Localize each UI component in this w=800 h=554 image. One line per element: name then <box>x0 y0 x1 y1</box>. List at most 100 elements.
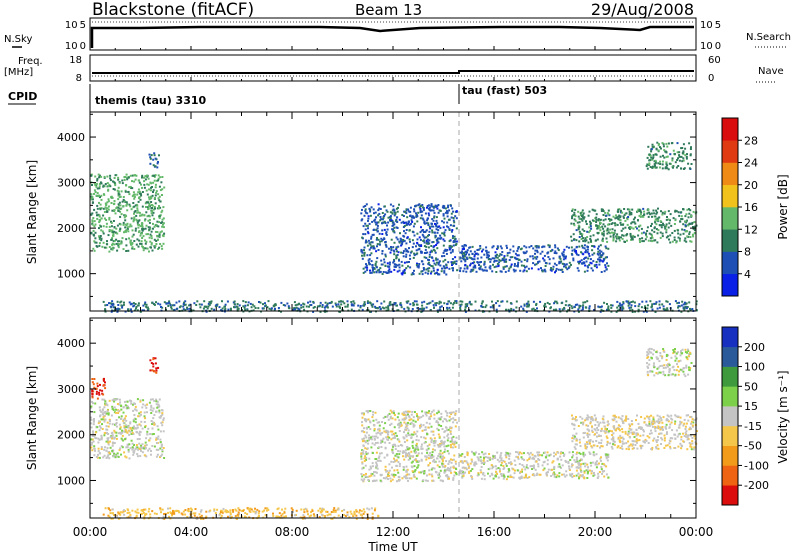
power-echo-cell <box>689 209 692 212</box>
power-echo-cell <box>171 304 174 307</box>
power-echo-cell <box>685 157 688 160</box>
velocity-echo-cell <box>132 420 135 423</box>
velocity-echo-cell <box>381 439 384 442</box>
power-echo-cell <box>473 255 476 258</box>
velocity-echo-cell <box>396 480 398 483</box>
freq-hi-tick: 18 <box>69 55 82 66</box>
velocity-echo-cell <box>395 453 398 456</box>
power-echo-cell <box>688 142 691 145</box>
velocity-echo-cell <box>541 454 544 457</box>
velocity-echo-cell <box>99 383 101 386</box>
power-echo-cell <box>523 259 526 261</box>
power-echo-cell <box>111 300 114 303</box>
velocity-echo-cell <box>401 418 404 421</box>
power-echo-cell <box>458 257 461 260</box>
power-echo-cell <box>107 200 110 203</box>
power-echo-cell <box>471 245 474 248</box>
power-echo-cell <box>584 264 587 267</box>
power-echo-cell <box>108 250 111 253</box>
velocity-echo-cell <box>105 457 108 459</box>
velocity-echo-cell <box>406 424 409 427</box>
velocity-echo-cell <box>436 464 439 467</box>
power-echo-cell <box>113 230 116 233</box>
power-echo-cell <box>156 220 159 223</box>
power-echo-cell <box>589 229 592 232</box>
velocity-echo-cell <box>606 453 609 456</box>
power-echo-cell <box>427 241 430 244</box>
power-echo-cell <box>583 247 586 250</box>
power-echo-cell <box>423 245 426 248</box>
power-echo-cell <box>435 219 438 222</box>
velocity-echo-cell <box>404 475 407 478</box>
power-echo-cell <box>436 222 439 225</box>
power-echo-cell <box>690 240 693 243</box>
power-echo-cell <box>135 218 138 221</box>
power-echo-cell <box>90 193 93 196</box>
velocity-echo-cell <box>607 456 610 459</box>
power-echo-cell <box>632 218 635 221</box>
velocity-echo-cell <box>453 474 456 477</box>
velocity-echo-cell <box>122 439 125 442</box>
power-echo-cell <box>198 303 201 306</box>
power-echo-cell <box>266 306 269 309</box>
power-echo-cell <box>612 231 615 234</box>
velocity-echo-cell <box>585 469 588 472</box>
power-echo-cell <box>555 252 558 255</box>
velocity-echo-cell <box>124 455 127 458</box>
power-echo-cell <box>573 248 576 251</box>
power-echo-cell <box>264 304 267 307</box>
power-echo-cell <box>416 262 418 265</box>
velocity-echo-cell <box>443 450 446 453</box>
power-echo-cell <box>687 162 690 165</box>
velocity-echo-cell <box>452 435 455 438</box>
power-echo-cell <box>300 306 303 309</box>
velocity-echo-cell <box>123 451 126 454</box>
power-echo-cell <box>614 217 617 220</box>
velocity-echo-cell <box>106 412 109 415</box>
velocity-echo-cell <box>382 427 385 430</box>
power-echo-cell <box>106 304 109 306</box>
velocity-echo-cell <box>520 477 523 479</box>
power-echo-cell <box>108 225 111 228</box>
power-echo-cell <box>496 247 499 250</box>
power-echo-cell <box>602 227 605 230</box>
velocity-echo-cell <box>152 421 155 424</box>
velocity-echo-cell <box>412 475 415 478</box>
velocity-echo-cell <box>373 474 376 477</box>
power-echo-cell <box>147 201 150 204</box>
velocity-echo-cell <box>445 460 448 463</box>
power-echo-cell <box>433 262 436 265</box>
power-echo-cell <box>376 245 378 248</box>
power-echo-cell <box>383 228 386 231</box>
velocity-echo-cell <box>538 459 541 461</box>
power-echo-cell <box>563 306 566 309</box>
power-echo-cell <box>399 302 402 305</box>
power-echo-cell <box>144 202 147 205</box>
velocity-echo-cell <box>149 437 152 440</box>
nsearch-lo-tick: 10 0 <box>700 41 721 52</box>
power-echo-cell <box>158 185 161 188</box>
velocity-echo-cell <box>111 434 114 437</box>
power-echo-cell <box>600 254 603 257</box>
power-echo-cell <box>392 261 395 264</box>
velocity-echo-cell <box>373 443 376 446</box>
velocity-echo-cell <box>373 479 376 482</box>
power-echo-cell <box>452 267 454 270</box>
power-echo-cell <box>512 268 515 271</box>
power-echo-cell <box>233 300 236 303</box>
velocity-echo-cell <box>409 457 412 460</box>
power-echo-cell <box>377 238 380 241</box>
velocity-echo-cell <box>490 472 493 475</box>
velocity-echo-cell <box>150 406 153 409</box>
power-echo-cell <box>695 300 698 303</box>
power-echo-cell <box>466 305 469 307</box>
power-echo-cell <box>644 305 647 308</box>
velocity-echo-cell <box>131 429 133 432</box>
power-echo-cell <box>578 262 580 265</box>
power-echo-cell <box>404 232 407 235</box>
velocity-echo-cell <box>398 462 401 465</box>
velocity-echo-cell <box>502 473 505 476</box>
power-echo-cell <box>395 246 398 249</box>
power-echo-cell <box>607 308 610 311</box>
power-echo-cell <box>543 245 546 248</box>
